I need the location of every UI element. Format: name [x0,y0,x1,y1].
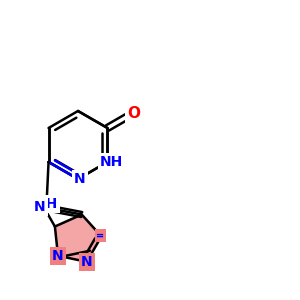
Text: N: N [52,249,64,263]
Text: N: N [74,172,86,186]
Text: NH: NH [35,197,58,211]
Text: N: N [34,200,46,214]
Polygon shape [55,214,101,262]
Text: O: O [127,106,140,121]
Text: NH: NH [100,155,123,169]
Text: =: = [96,230,104,240]
Text: N: N [81,255,92,269]
